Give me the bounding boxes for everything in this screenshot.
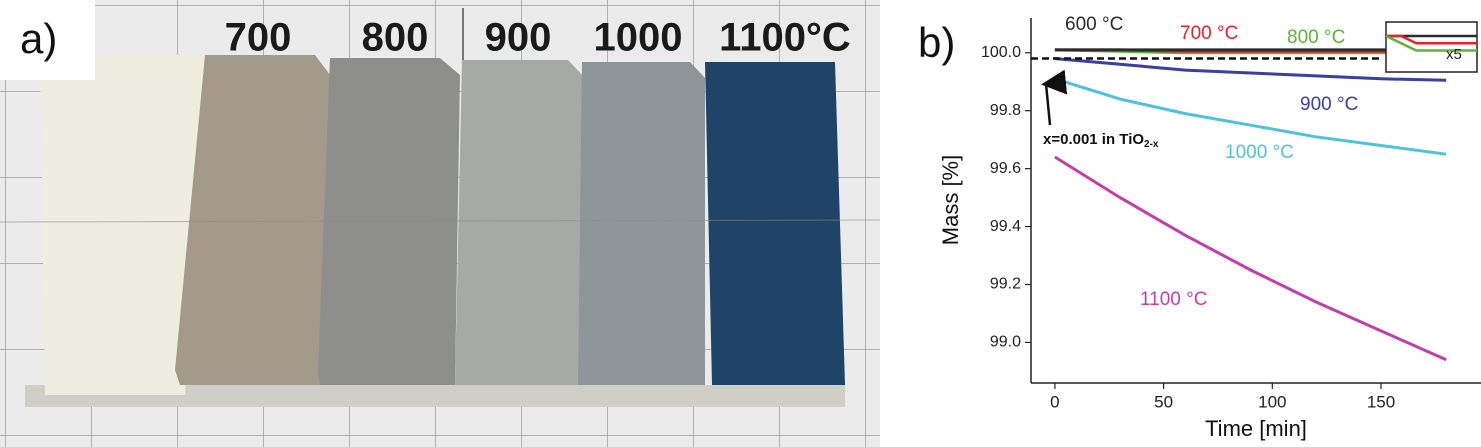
series-line [1054,57,1447,82]
annotation: x=0.001 in TiO2-x [1043,131,1159,150]
label-box [0,0,95,80]
slide [40,55,205,395]
photo-panel: a) 700 800 900 1000 1100°C [0,0,881,447]
annotation-text: x=0.001 in TiO [1043,131,1144,148]
series-label: 800 °C [1287,27,1345,48]
slide [705,62,845,385]
inset-line [1386,34,1477,45]
x-tick-label: 0 [1050,392,1059,411]
shadow [25,385,845,407]
annotation-arrow [1041,69,1068,126]
series-label: 1000 °C [1225,142,1294,163]
inset-label: x5 [1446,46,1462,63]
y-tick-label: 99.8 [990,102,1021,119]
x-tick-label: 150 [1367,392,1395,411]
inset-line [1385,34,1477,52]
x-axis-label: Time [min] [1205,416,1307,441]
y-tick-label: 99.2 [990,276,1021,293]
y-tick-label: 100.0 [981,44,1021,61]
y-tick-label: 99.4 [990,218,1021,235]
series-label: 700 °C [1180,23,1238,44]
slide [578,62,705,385]
temperature-label: 1100°C [719,16,851,60]
x-tick-label: 100 [1258,392,1286,411]
series-label: 900 °C [1300,94,1358,115]
y-tick-label: 99.0 [990,334,1021,351]
temperature-label: 700 [225,16,292,60]
y-tick-label: 99.6 [990,160,1021,177]
x-tick-label: 50 [1154,392,1173,411]
series-label: 1100 °C [1140,289,1207,310]
y-axis-label: Mass [%] [938,155,963,245]
temperature-label: 800 [362,16,429,60]
grid-line-photo [0,219,881,223]
temperature-label: 900 [485,16,552,60]
panel-label: a) [20,15,57,62]
inset-box [1385,21,1478,73]
slide [175,55,330,385]
temperature-label: 1000 [594,16,683,60]
series-line [1054,155,1447,362]
series-line [1054,77,1447,156]
panel-label: b) [918,19,955,66]
series-label: 600 °C [1065,14,1123,35]
slide [455,60,585,385]
annotation-subscript: 2-x [1144,139,1159,150]
